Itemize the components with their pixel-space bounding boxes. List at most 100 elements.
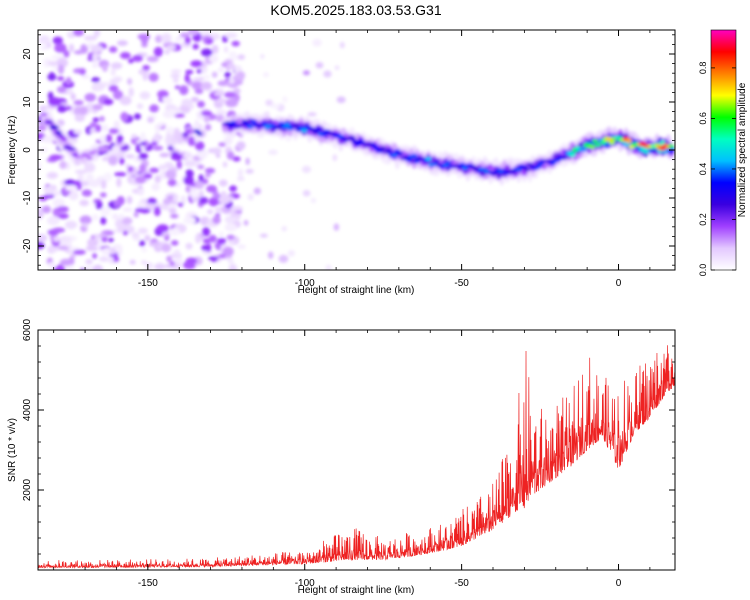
noise-speckle [282,96,288,103]
colorbar-tick-label: 0.8 [698,62,708,75]
noise-speckle [113,255,120,263]
ridge-cell [122,145,130,150]
noise-speckle [40,147,49,153]
noise-speckle [73,50,84,55]
ridge-cell [396,151,404,157]
noise-speckle [49,246,59,252]
noise-speckle [323,70,332,78]
ridge-cell [261,121,268,126]
ridge-cell [385,148,393,153]
ridge-cell [86,156,93,160]
noise-speckle [108,84,119,92]
noise-speckle [196,68,202,74]
noise-speckle [113,199,120,207]
noise-speckle [73,100,84,106]
noise-speckle [224,32,238,39]
noise-speckle [56,205,69,213]
x-tick-label: -100 [295,278,315,289]
noise-speckle [91,77,101,83]
ridge-cell [594,143,602,147]
noise-speckle [84,35,97,41]
noise-speckle [105,134,113,143]
noise-speckle [46,42,52,48]
noise-speckle [185,242,193,250]
y-tick-label: -20 [22,238,33,253]
noise-speckle [53,266,66,270]
noise-speckle [183,159,197,168]
ridge-cell [250,120,257,124]
noise-speckle [119,157,125,165]
noise-speckle [154,175,162,184]
noise-speckle [134,175,147,184]
ridge-cell [176,131,184,145]
noise-speckle [287,250,295,257]
noise-speckle [228,77,235,84]
noise-speckle [202,227,211,237]
noise-speckle [225,98,239,108]
noise-speckle [156,123,164,128]
x-tick-label: 0 [616,278,622,289]
noise-speckle [206,209,214,215]
ridge-cell [55,130,62,136]
y-tick-label: 6000 [22,318,33,341]
noise-speckle [94,233,100,244]
noise-speckle [108,155,118,166]
noise-speckle [95,201,103,210]
noise-speckle [194,88,204,95]
noise-speckle [70,93,76,101]
ridge-cell [292,123,299,128]
noise-speckle [100,206,111,217]
noise-speckle [102,124,109,132]
noise-speckle [206,39,212,44]
noise-speckle [102,64,108,72]
noise-speckle [117,223,124,233]
noise-speckle [98,233,107,238]
noise-speckle [138,187,144,196]
noise-speckle [215,153,221,158]
noise-speckle [200,81,212,91]
x-tick-label: -150 [138,578,158,589]
ridge-cell [625,138,633,144]
noise-speckle [333,223,340,231]
noise-speckle [267,251,274,259]
snr-ylabel: SNR (10 * v/v) [7,418,18,482]
noise-speckle [162,96,172,102]
noise-speckle [90,44,104,53]
noise-speckle [166,255,173,263]
noise-speckle [176,160,183,170]
x-tick-label: 0 [616,578,622,589]
noise-speckle [222,161,228,168]
noise-speckle [89,122,98,128]
noise-speckle [160,33,172,43]
noise-speckle [59,258,73,267]
snr-panel: -150 -100 -50 0 2000 4000 6000 Height of strai… [7,318,676,596]
noise-speckle [181,98,193,107]
ridge-cell [668,144,675,149]
ridge-cell [247,125,254,129]
noise-speckle [265,99,273,106]
noise-speckle [46,215,60,226]
noise-speckle [202,178,209,185]
noise-speckle [332,154,338,162]
ridge-cell [241,119,248,125]
noise-speckle [263,72,269,78]
noise-speckle [87,238,96,248]
noise-speckle [128,58,134,64]
noise-speckle [52,198,65,208]
noise-speckle [197,100,205,108]
noise-speckle [155,35,163,44]
noise-speckle [183,175,195,185]
noise-speckle [184,73,190,83]
noise-speckle [224,223,237,232]
ridge-cell [588,144,596,149]
noise-speckle [132,54,143,62]
noise-speckle [218,142,227,147]
noise-speckle [43,194,55,199]
noise-speckle [42,135,54,144]
noise-speckle [122,207,133,212]
noise-speckle [53,236,60,243]
noise-speckle [247,193,254,201]
noise-speckle [122,230,129,236]
noise-speckle [142,65,150,71]
noise-speckle [126,196,133,205]
